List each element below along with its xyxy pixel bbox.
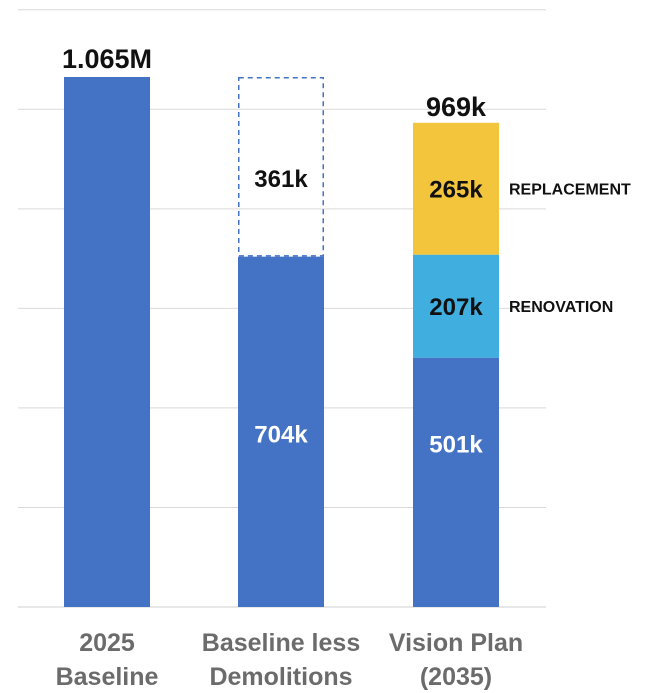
category-label: Vision Plan <box>389 629 523 657</box>
category-label: Baseline <box>56 663 159 691</box>
category-label: 2025 <box>79 629 135 657</box>
total-label: 1.065M <box>62 44 152 74</box>
category-label: (2035) <box>420 663 492 691</box>
data-label: 501k <box>429 432 483 459</box>
bar-segment <box>413 357 499 607</box>
data-label: 265k <box>429 177 483 204</box>
bar-segment <box>413 122 499 255</box>
category-label: Demolitions <box>209 663 352 691</box>
data-label: 207k <box>429 294 483 321</box>
total-label: 969k <box>426 92 487 122</box>
category-label: Baseline less <box>202 629 360 657</box>
bar-segment <box>413 254 499 358</box>
segment-annotation: REPLACEMENT <box>509 182 631 199</box>
bar-segment-demolished <box>238 77 324 257</box>
data-label: 361k <box>254 166 308 193</box>
segment-annotation: RENOVATION <box>509 299 613 316</box>
data-label: 704k <box>254 421 308 448</box>
bar-segment <box>238 256 324 607</box>
bar-segment <box>64 77 150 607</box>
